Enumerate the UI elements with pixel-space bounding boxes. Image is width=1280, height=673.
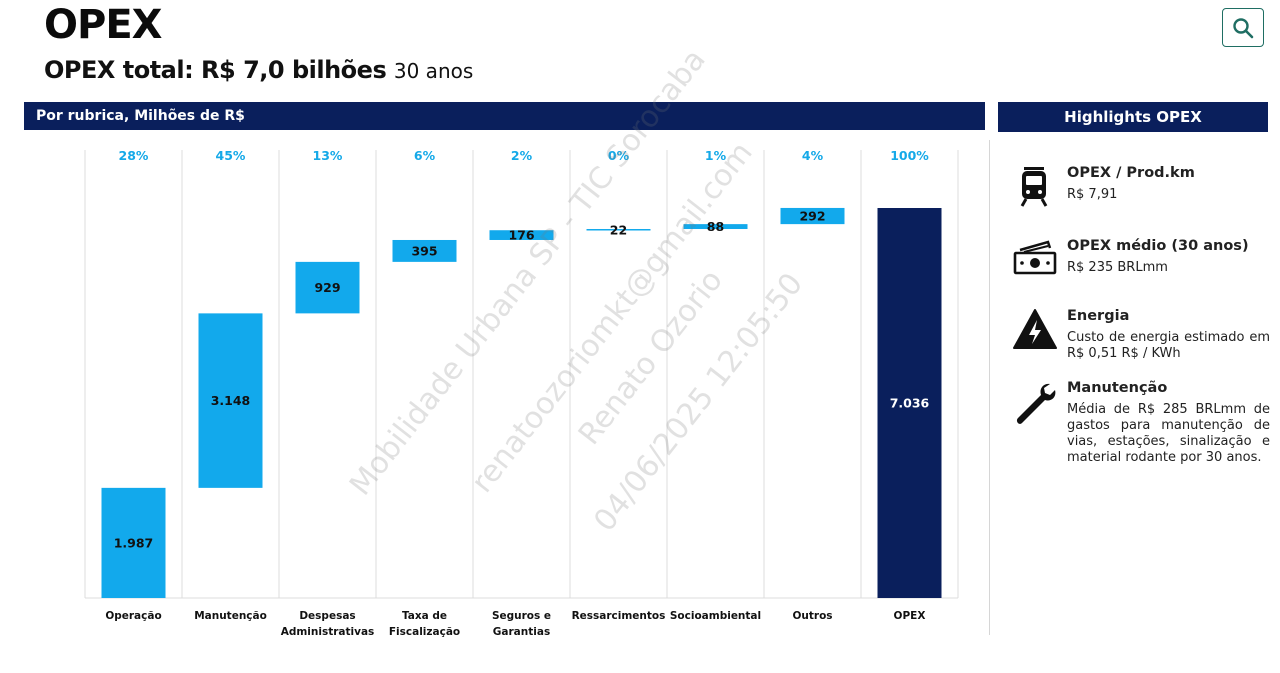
bar-segment bbox=[295, 261, 360, 314]
bar-segment bbox=[683, 224, 748, 230]
percent-label: 45% bbox=[216, 148, 246, 163]
money-icon bbox=[1013, 240, 1057, 275]
category-label: Operação bbox=[105, 610, 161, 622]
train-icon bbox=[1020, 167, 1048, 207]
bar-value-label: 3.148 bbox=[211, 393, 251, 408]
bar-segment bbox=[489, 230, 554, 240]
category-label: Garantias bbox=[493, 626, 550, 638]
bar-total bbox=[877, 208, 942, 598]
panel-divider bbox=[989, 140, 990, 635]
page-subtitle: OPEX total: R$ 7,0 bilhões 30 anos bbox=[44, 56, 473, 84]
percent-label: 100% bbox=[890, 148, 929, 163]
bar-segment bbox=[198, 313, 263, 488]
category-label: Manutenção bbox=[194, 610, 267, 622]
search-icon bbox=[1233, 17, 1254, 38]
bar-segment bbox=[780, 207, 845, 225]
bar-segment bbox=[586, 229, 651, 231]
subtitle-total: OPEX total: R$ 7,0 bilhões bbox=[44, 56, 387, 84]
highlight-opex-prodkm: OPEX / Prod.km R$ 7,91 bbox=[1012, 165, 1274, 215]
highlight-opex-medio: OPEX médio (30 anos) R$ 235 BRLmm bbox=[1012, 238, 1274, 288]
percent-label: 2% bbox=[511, 148, 533, 163]
bar-value-label: 929 bbox=[314, 280, 340, 295]
bar-value-label: 22 bbox=[610, 222, 627, 237]
bar-value-label: 292 bbox=[799, 209, 825, 224]
highlights-header: Highlights OPEX bbox=[998, 102, 1268, 132]
category-label: Ressarcimentos bbox=[572, 610, 666, 622]
percent-label: 28% bbox=[119, 148, 149, 163]
bar-value-label: 176 bbox=[508, 228, 534, 243]
highlight-title: Manutenção bbox=[1067, 380, 1168, 396]
category-label: Socioambiental bbox=[670, 610, 761, 622]
bar-value-label: 395 bbox=[411, 243, 437, 258]
highlight-text: R$ 235 BRLmm bbox=[1067, 260, 1168, 275]
category-label: Despesas bbox=[299, 610, 355, 622]
category-label: OPEX bbox=[894, 610, 926, 622]
highlight-energia: Energia Custo de energia estimado em R$ … bbox=[1012, 308, 1274, 368]
percent-label: 1% bbox=[705, 148, 727, 163]
highlight-title: Energia bbox=[1067, 308, 1130, 324]
category-label: Outros bbox=[792, 610, 832, 622]
percent-label: 6% bbox=[414, 148, 436, 163]
category-label: Administrativas bbox=[281, 626, 375, 638]
bar-value-label: 7.036 bbox=[890, 396, 930, 411]
category-label: Fiscalização bbox=[389, 626, 460, 638]
bar-value-label: 88 bbox=[707, 219, 724, 234]
highlight-text: R$ 7,91 bbox=[1067, 187, 1118, 202]
highlight-manutencao: Manutenção Média de R$ 285 BRLmm de gast… bbox=[1012, 380, 1274, 490]
highlight-title: OPEX médio (30 anos) bbox=[1067, 238, 1249, 254]
category-label: Taxa de bbox=[402, 610, 447, 622]
percent-label: 0% bbox=[608, 148, 630, 163]
highlight-title: OPEX / Prod.km bbox=[1067, 165, 1195, 181]
page-title: OPEX bbox=[44, 2, 162, 48]
percent-label: 13% bbox=[313, 148, 343, 163]
highlight-text: Média de R$ 285 BRLmm de gastos para man… bbox=[1067, 402, 1270, 465]
percent-label: 4% bbox=[802, 148, 824, 163]
subtitle-period: 30 anos bbox=[393, 59, 474, 83]
waterfall-chart: 1.987 28% Operação 3.148 45% Manutenção 929 13%… bbox=[84, 148, 959, 638]
bar-segment bbox=[392, 239, 457, 262]
highlight-text: Custo de energia estimado em R$ 0,51 R$ … bbox=[1067, 330, 1270, 361]
bar-value-label: 1.987 bbox=[114, 535, 154, 550]
energy-warning-icon bbox=[1013, 309, 1057, 349]
chart-header: Por rubrica, Milhões de R$ bbox=[24, 102, 985, 130]
search-button[interactable] bbox=[1222, 8, 1264, 47]
category-label: Seguros e bbox=[492, 610, 551, 622]
wrench-icon bbox=[1016, 383, 1056, 424]
bar-segment bbox=[101, 487, 166, 598]
